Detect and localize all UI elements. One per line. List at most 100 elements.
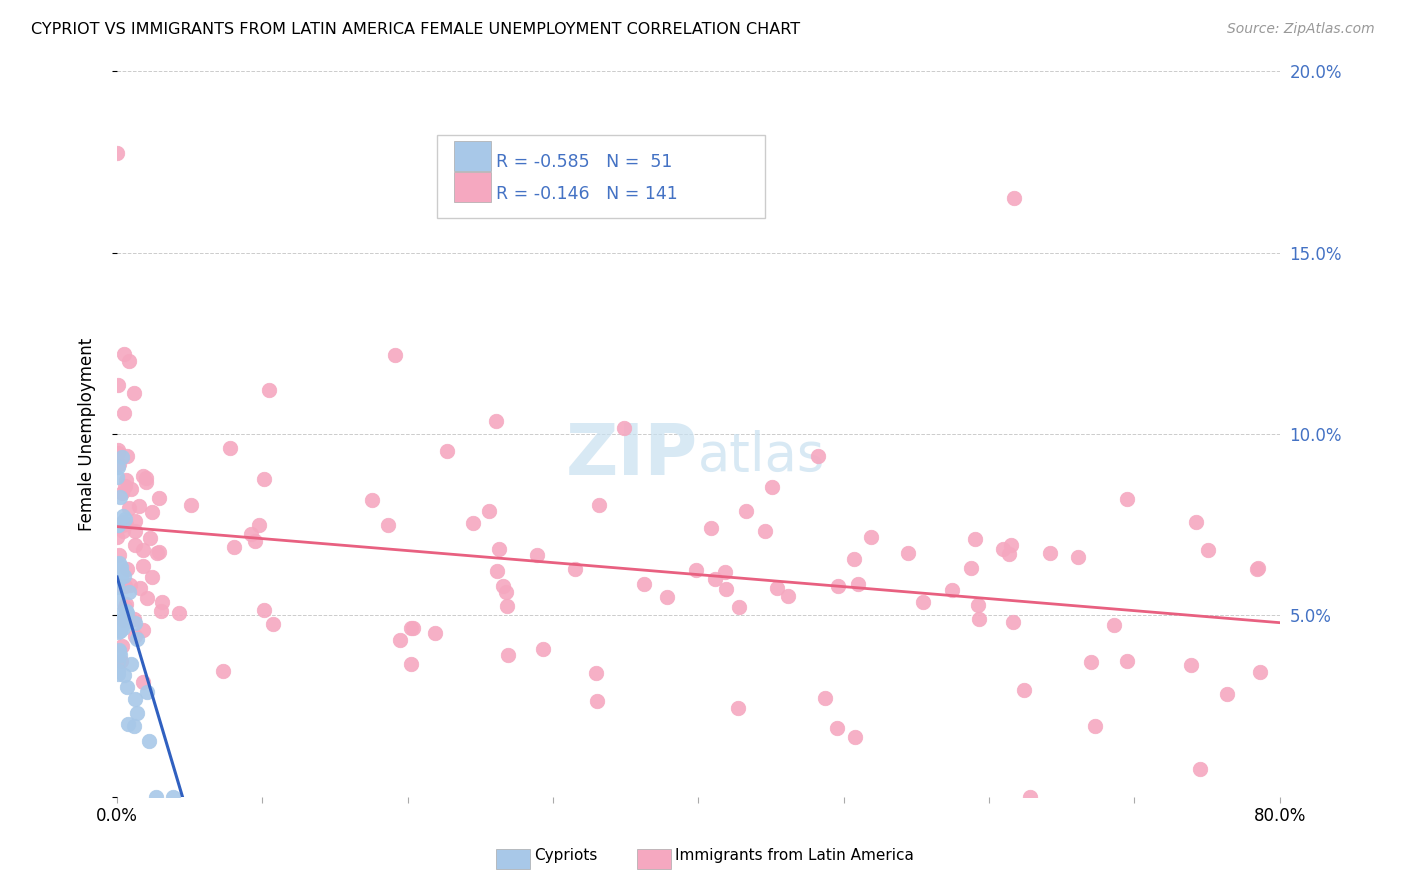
Point (613, 421, 636, 435)
Point (107, 573, 129, 587)
Point (844, 551, 866, 566)
Point (114, 347, 136, 361)
Point (122, 385, 145, 400)
Point (111, 524, 134, 538)
Point (844, 731, 866, 745)
Point (108, 645, 131, 659)
Point (108, 563, 131, 577)
Point (128, 581, 150, 595)
Point (115, 516, 138, 531)
Point (107, 655, 129, 669)
Point (117, 606, 139, 620)
Point (124, 630, 146, 644)
Point (728, 599, 751, 614)
Point (124, 692, 146, 706)
Point (141, 570, 163, 584)
Point (114, 578, 136, 592)
Point (117, 501, 139, 516)
Point (1246, 562, 1268, 576)
Point (132, 623, 155, 637)
Point (586, 693, 609, 707)
Point (1019, 789, 1042, 804)
Point (132, 468, 155, 483)
Point (107, 557, 129, 571)
Point (115, 597, 138, 611)
Point (122, 612, 145, 626)
Point (827, 579, 849, 593)
Point (110, 606, 132, 620)
Point (111, 613, 134, 627)
Point (107, 665, 129, 679)
Point (1189, 762, 1212, 776)
Point (118, 585, 141, 599)
Point (1197, 543, 1219, 558)
Text: R = -0.585   N =  51: R = -0.585 N = 51 (496, 153, 672, 171)
Point (114, 512, 136, 526)
Point (1216, 687, 1239, 701)
Point (1116, 492, 1139, 507)
Point (727, 701, 749, 715)
Point (107, 446, 129, 460)
Point (124, 538, 146, 552)
Point (991, 541, 1014, 556)
Point (1084, 718, 1107, 732)
Point (118, 354, 141, 368)
Point (136, 685, 159, 699)
Point (967, 598, 990, 612)
Point (110, 624, 132, 638)
Point (115, 449, 138, 463)
Point (212, 664, 235, 678)
Point (699, 521, 721, 535)
Point (240, 527, 263, 541)
Point (148, 545, 170, 559)
Point (960, 561, 983, 575)
Point (807, 449, 830, 463)
Point (162, 789, 184, 804)
Point (108, 622, 131, 636)
Point (132, 543, 155, 558)
Point (776, 589, 799, 603)
Point (115, 562, 138, 576)
Point (399, 657, 422, 671)
Point (120, 657, 142, 672)
Point (149, 604, 172, 618)
Point (124, 719, 146, 733)
Point (436, 443, 458, 458)
Point (108, 457, 131, 471)
Point (105, 572, 128, 586)
Point (253, 472, 276, 486)
Point (814, 691, 837, 706)
Point (114, 474, 136, 488)
Point (463, 516, 485, 530)
Point (135, 470, 157, 484)
Point (107, 624, 129, 639)
Point (734, 504, 756, 518)
Text: ZIP: ZIP (567, 421, 699, 491)
Point (262, 616, 284, 631)
Point (967, 612, 990, 626)
Point (105, 580, 128, 594)
Point (685, 563, 707, 577)
Point (148, 491, 170, 505)
Point (1080, 655, 1102, 669)
Point (107, 459, 129, 474)
Point (111, 450, 134, 464)
Point (167, 606, 190, 620)
Point (488, 541, 510, 556)
Point (120, 578, 142, 592)
Text: CYPRIOT VS IMMIGRANTS FROM LATIN AMERICA FEMALE UNEMPLOYMENT CORRELATION CHART: CYPRIOT VS IMMIGRANTS FROM LATIN AMERICA… (31, 22, 800, 37)
Point (1185, 515, 1208, 529)
Point (125, 632, 148, 646)
Point (107, 443, 129, 458)
Point (146, 546, 169, 560)
Point (114, 479, 136, 493)
Point (114, 600, 136, 615)
Point (1039, 546, 1062, 560)
Point (135, 475, 157, 489)
Point (124, 616, 146, 631)
Point (112, 516, 135, 530)
Point (253, 603, 276, 617)
Point (112, 569, 135, 583)
Point (111, 613, 134, 627)
Point (941, 583, 963, 598)
